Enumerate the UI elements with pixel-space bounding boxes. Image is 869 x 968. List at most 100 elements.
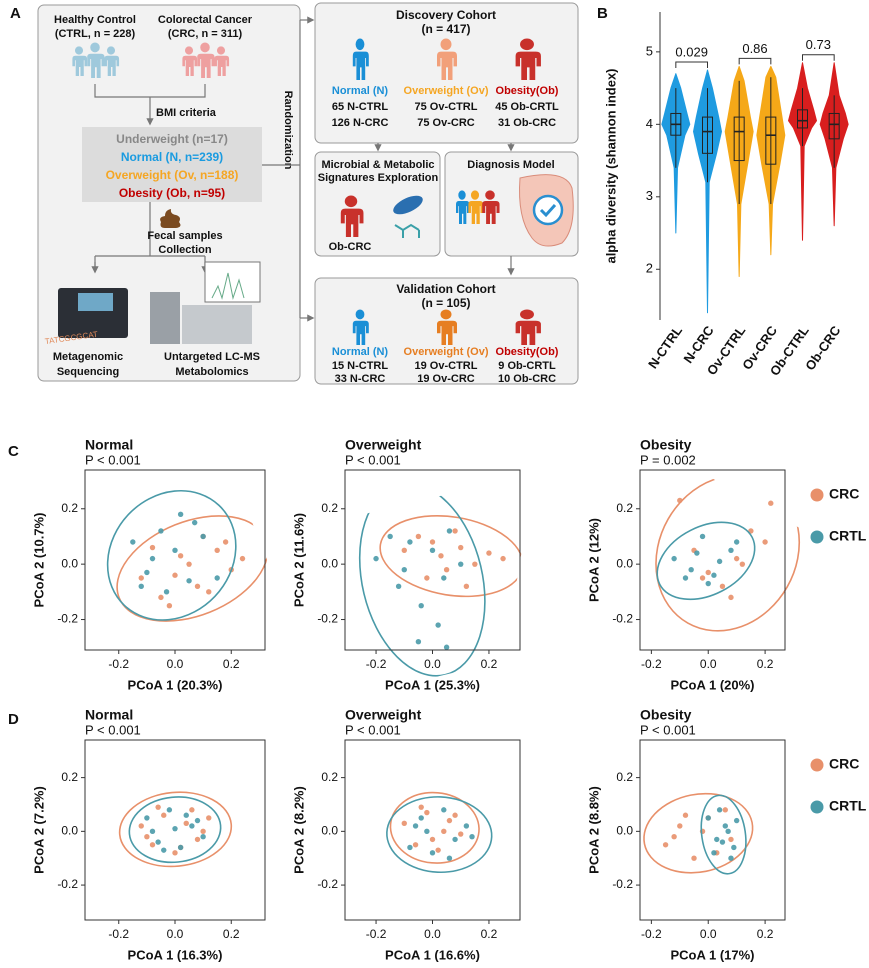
- step-title: Diagnosis Model: [467, 159, 554, 171]
- point: [206, 815, 212, 821]
- plot-subtitle: P = 0.002: [640, 452, 696, 467]
- count: 75 Ov-CRC: [417, 117, 475, 129]
- count: 10 Ob-CRC: [498, 373, 556, 385]
- point: [415, 638, 422, 645]
- plot-title: Normal: [85, 707, 133, 723]
- plot-frame: [84, 739, 266, 921]
- y-tick-label: -0.2: [612, 877, 633, 891]
- group-label: Underweight (n=17): [116, 132, 228, 146]
- significance-bracket: [738, 57, 772, 65]
- group-label: Overweight (Ov, n=188): [106, 168, 239, 182]
- plot-frame: [344, 739, 521, 921]
- point: [163, 589, 170, 595]
- point: [682, 575, 689, 581]
- y-axis-label: PCoA 2 (10.7%): [31, 513, 46, 608]
- point: [172, 547, 178, 554]
- point: [469, 834, 475, 840]
- point: [166, 602, 173, 609]
- confidence-ellipse: [389, 791, 480, 864]
- plot-title: Normal: [85, 437, 133, 453]
- plot-title: Overweight: [345, 437, 422, 453]
- point: [435, 847, 441, 853]
- label: Colorectal Cancer: [158, 14, 253, 26]
- point: [186, 578, 192, 584]
- point: [671, 555, 677, 562]
- x-axis-label: PCoA 1 (20%): [670, 677, 754, 692]
- label: Randomization: [282, 91, 294, 170]
- point: [438, 553, 444, 559]
- legend-label: CRC: [829, 486, 859, 502]
- point: [149, 544, 156, 551]
- point: [699, 575, 706, 581]
- y-tick-label: 2: [646, 261, 653, 276]
- group-label: Normal (N): [332, 346, 389, 358]
- confidence-ellipse: [386, 796, 493, 874]
- plot-subtitle: P < 0.001: [85, 452, 141, 467]
- group-label: Obesity (Ob, n=95): [119, 186, 225, 200]
- cohort-title: Discovery Cohort: [396, 8, 496, 22]
- point: [671, 834, 677, 840]
- y-axis-label: PCoA 2 (8.2%): [291, 786, 306, 874]
- point: [206, 589, 212, 595]
- point: [705, 580, 711, 587]
- group-label: Normal (N): [332, 85, 389, 97]
- x-axis-label: PCoA 1 (17%): [670, 947, 754, 962]
- point: [429, 547, 436, 554]
- point: [200, 828, 206, 835]
- point: [149, 555, 156, 562]
- point: [728, 836, 734, 843]
- confidence-ellipse: [128, 796, 222, 864]
- step-title: Signatures Exploration: [318, 172, 439, 184]
- y-tick-label: 0.0: [321, 824, 338, 838]
- x-tick-label: 0.2: [223, 657, 240, 671]
- count: 126 N-CRC: [332, 117, 389, 129]
- p-value: 0.86: [742, 41, 767, 56]
- y-axis-label: PCoA 2 (8.8%): [586, 786, 601, 874]
- y-tick-label: 0.2: [616, 770, 633, 784]
- cohort-box: [314, 2, 579, 144]
- count: 33 N-CRC: [335, 373, 386, 385]
- point: [407, 539, 413, 545]
- point: [694, 550, 700, 556]
- point: [172, 850, 178, 856]
- y-tick-label: 0.0: [321, 556, 338, 570]
- count: 45 Ob-CRTL: [495, 101, 559, 113]
- point: [429, 539, 436, 545]
- panel-label: B: [597, 5, 608, 22]
- point: [161, 812, 167, 818]
- point: [166, 807, 173, 813]
- point: [725, 828, 731, 835]
- point: [418, 815, 424, 821]
- point: [429, 836, 436, 843]
- label: Ob-CRC: [329, 241, 372, 253]
- point: [719, 839, 726, 845]
- y-tick-label: 0.2: [61, 770, 78, 784]
- point: [407, 844, 413, 851]
- point: [739, 561, 746, 567]
- x-tick-label: 0.2: [757, 927, 774, 941]
- confidence-ellipse: [700, 794, 747, 875]
- x-tick-label: -0.2: [108, 927, 129, 941]
- point: [722, 807, 728, 813]
- point: [441, 807, 447, 813]
- count: 19 Ov-CTRL: [415, 360, 478, 372]
- point: [200, 533, 206, 540]
- point: [155, 804, 161, 810]
- plot-frame: [344, 469, 521, 651]
- model-icon: [456, 174, 574, 247]
- point: [682, 812, 689, 818]
- point: [401, 547, 407, 554]
- point: [222, 539, 229, 545]
- confidence-ellipse: [106, 489, 237, 621]
- confidence-ellipse: [358, 482, 486, 677]
- point: [768, 500, 774, 506]
- point: [424, 828, 430, 835]
- point: [711, 850, 717, 856]
- connector: [94, 202, 206, 270]
- y-tick-label: 0.0: [616, 824, 633, 838]
- point: [446, 817, 453, 824]
- point: [472, 561, 478, 567]
